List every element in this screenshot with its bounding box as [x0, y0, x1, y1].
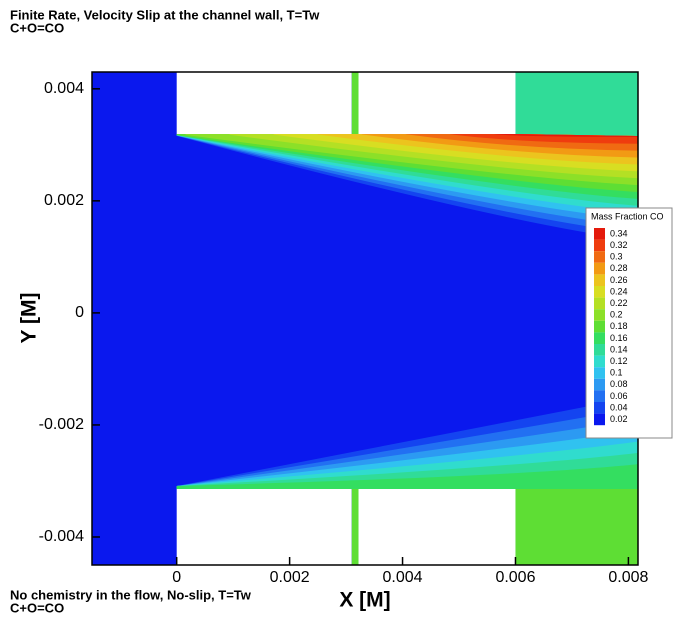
contour-region [515, 485, 638, 565]
legend-label: 0.28 [610, 263, 628, 273]
wall [358, 72, 516, 134]
contour-region [176, 464, 638, 489]
legend-swatch [594, 286, 605, 298]
x-tick-label: 0 [172, 569, 181, 586]
legend-label: 0.12 [610, 356, 628, 366]
legend-label: 0.22 [610, 298, 628, 308]
legend-swatch [594, 402, 605, 414]
legend-swatch [594, 367, 605, 379]
legend-swatch [594, 355, 605, 368]
y-tick-label: 0 [75, 304, 84, 321]
wall [176, 72, 352, 134]
legend-swatch [594, 262, 605, 275]
legend-label: 0.34 [610, 228, 628, 238]
contour-region [515, 72, 638, 138]
legend-swatch [594, 251, 605, 263]
x-tick-label: 0.004 [383, 569, 423, 586]
legend-label: 0.24 [610, 286, 628, 296]
legend-label: 0.04 [610, 402, 628, 412]
legend-swatch [594, 332, 605, 344]
contour-region [493, 134, 638, 137]
legend-label: 0.02 [610, 414, 628, 424]
legend-swatch [594, 320, 605, 333]
contour-region [351, 72, 359, 134]
legend-label: 0.26 [610, 275, 628, 285]
legend-swatch [594, 378, 605, 391]
legend-swatch [594, 309, 605, 321]
legend-swatch [594, 413, 605, 426]
annotation-subtitle: C+O=CO [10, 600, 64, 615]
legend-label: 0.18 [610, 321, 628, 331]
chart-title: Finite Rate, Velocity Slip at the channe… [10, 7, 320, 22]
chart-subtitle: C+O=CO [10, 20, 64, 35]
legend-label: 0.16 [610, 333, 628, 343]
legend-swatch [594, 344, 605, 356]
x-tick-label: 0.006 [495, 569, 535, 586]
x-tick-label: 0.002 [270, 569, 310, 586]
annotation: No chemistry in the flow, No-slip, T=Tw [10, 587, 252, 602]
legend-label: 0.06 [610, 391, 628, 401]
wall [176, 489, 352, 565]
x-axis-label: X [M] [339, 589, 390, 612]
contour-region [351, 489, 359, 565]
x-tick-label: 0.008 [608, 569, 648, 586]
y-axis-label: Y [M] [18, 293, 41, 344]
legend-swatch [594, 239, 605, 252]
legend-label: 0.14 [610, 344, 628, 354]
y-tick-label: 0.002 [44, 192, 84, 209]
y-tick-label: -0.004 [39, 528, 84, 545]
legend-title: Mass Fraction CO [591, 211, 664, 221]
legend-swatch [594, 297, 605, 310]
y-tick-label: 0.004 [44, 80, 84, 97]
legend-label: 0.08 [610, 379, 628, 389]
legend-swatch [594, 274, 605, 286]
legend-label: 0.32 [610, 240, 628, 250]
legend-label: 0.1 [610, 368, 623, 378]
legend-label: 0.3 [610, 252, 623, 262]
y-tick-label: -0.002 [39, 416, 84, 433]
legend-label: 0.2 [610, 310, 623, 320]
legend-swatch [594, 228, 605, 240]
legend-swatch [594, 390, 605, 402]
wall [358, 489, 516, 565]
